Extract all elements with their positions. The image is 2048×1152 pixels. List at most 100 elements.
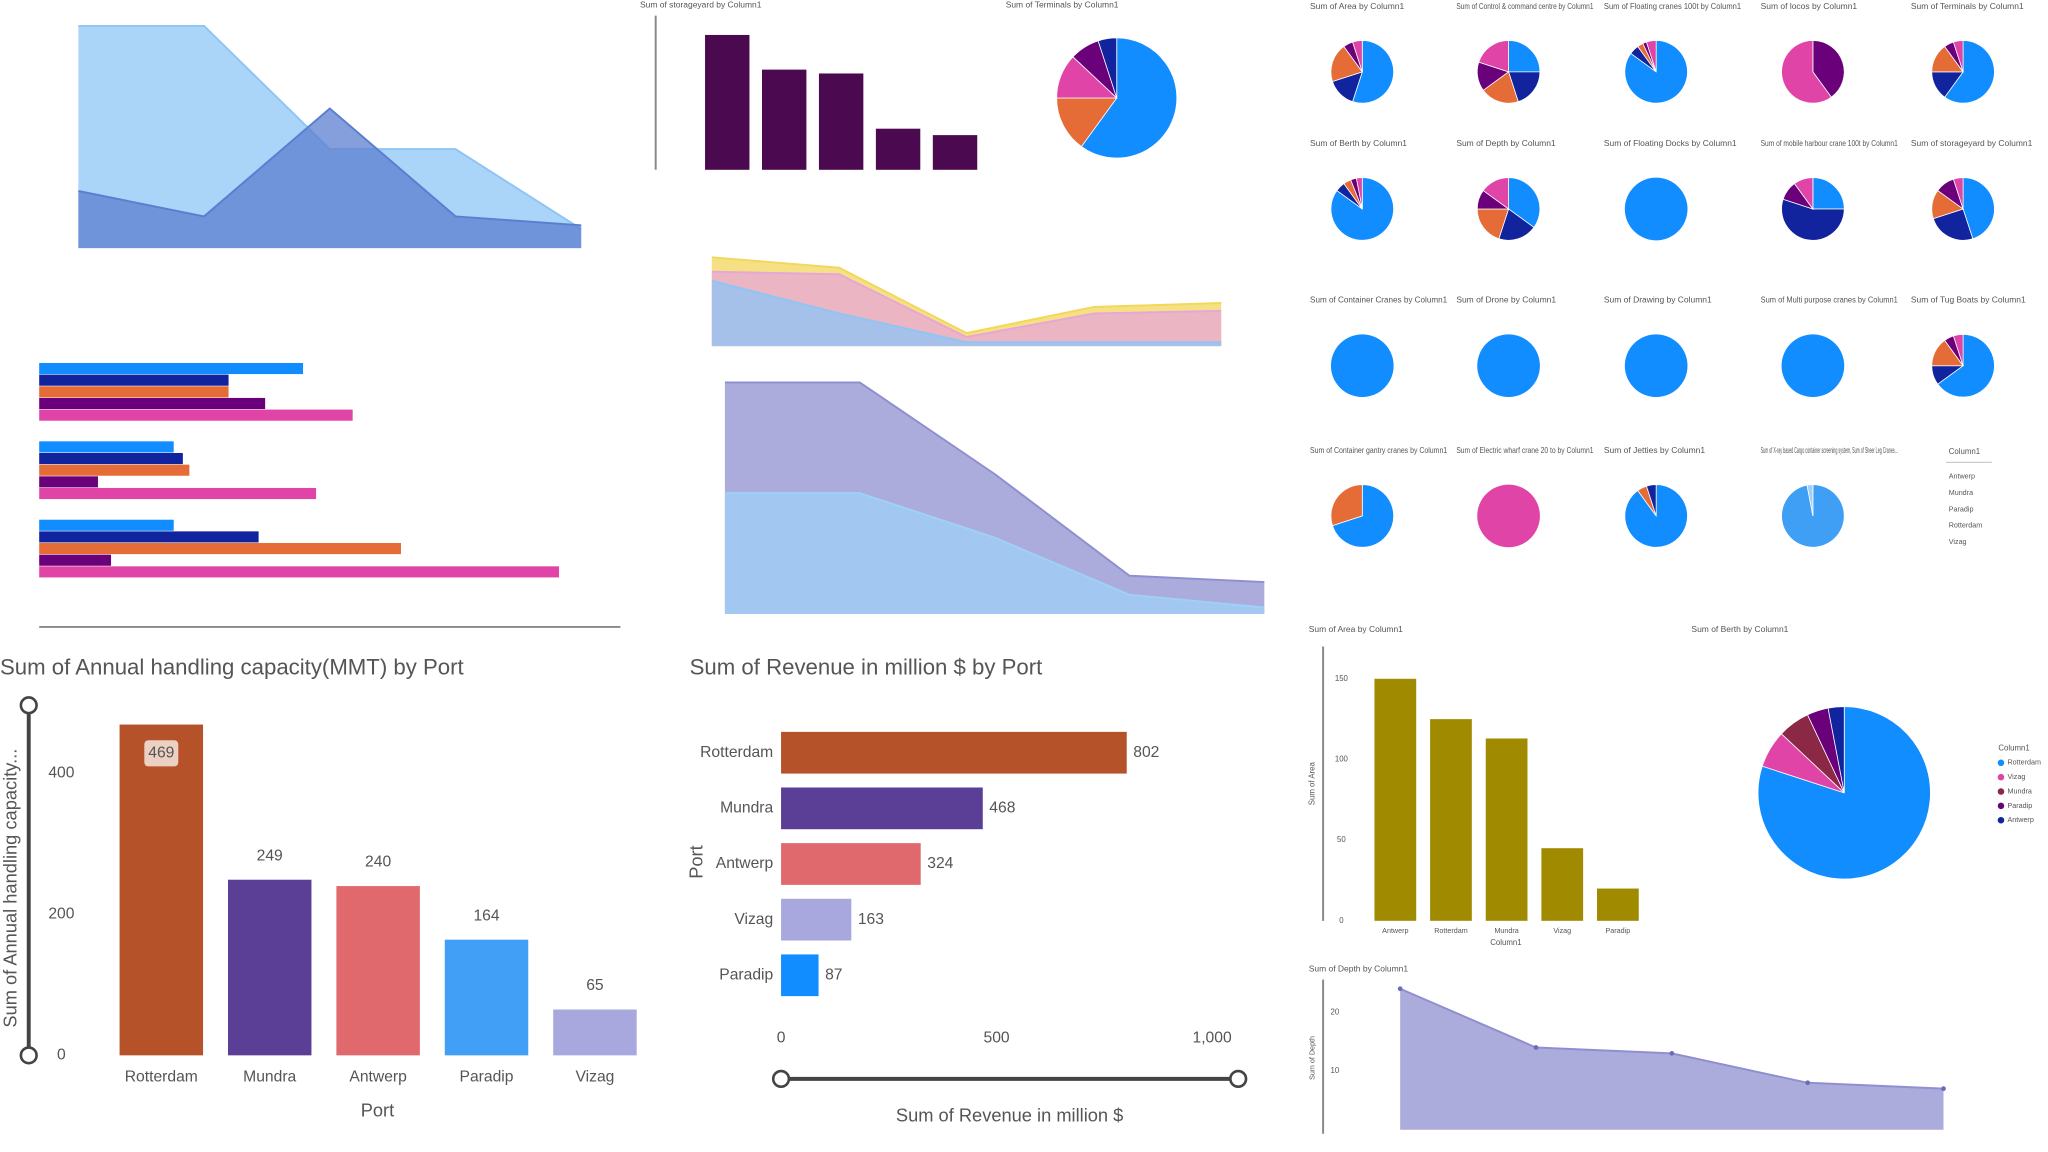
marker (1533, 1045, 1539, 1050)
pie-slice (1097, 37, 1118, 99)
y-tick-label: 400 (48, 764, 74, 781)
x-tick-label: 0 (777, 1030, 786, 1047)
bar (1430, 719, 1472, 921)
bar (553, 1009, 637, 1056)
y-tick-label: Paradip (719, 966, 773, 983)
pie-slice (1781, 334, 1845, 398)
line (78, 107, 582, 227)
slicer-item[interactable]: Vizag (1949, 538, 1967, 546)
pie-slice (1937, 333, 1995, 398)
bar (1374, 678, 1417, 921)
data-label: 240 (365, 854, 391, 871)
chart-title: Sum of mobile harbour crane 100t by Colu… (1761, 138, 1898, 148)
chart-title: Sum of Drone by Column1 (1456, 295, 1556, 305)
pie-slice (1624, 177, 1688, 241)
chart-title: Sum of Control & command centre by Colum… (1456, 1, 1593, 11)
line (724, 381, 1265, 584)
data-label-bg (144, 740, 179, 767)
pie-slice (1781, 198, 1845, 241)
slider-handle (19, 696, 38, 715)
pie-slice (1952, 333, 1964, 366)
chart-title: Sum of Berth by Column1 (1310, 138, 1407, 148)
y-tick-label: Antwerp (716, 855, 774, 872)
pie-slice (1827, 706, 1845, 793)
area (78, 25, 582, 249)
pie-slice (1355, 177, 1363, 210)
bar (1541, 848, 1584, 921)
legend-swatch (1997, 788, 2005, 795)
pie-slice (1952, 177, 1964, 210)
pie-slice (1806, 484, 1814, 516)
y-tick-label: 0 (1339, 916, 1344, 925)
slider-handle (19, 1046, 38, 1065)
chart-title: Sum of storageyard by Column1 (640, 0, 762, 9)
y-axis-label: Sum of Depth (1309, 1036, 1317, 1080)
chart-title: Sum of Multi purpose cranes by Column1 (1761, 295, 1898, 305)
marker (1669, 1051, 1675, 1056)
legend-swatch (1997, 773, 2005, 781)
bar (761, 69, 807, 170)
x-tick-label: Antwerp (349, 1068, 407, 1085)
bar (39, 362, 304, 375)
legend-label: Antwerp (2008, 816, 2034, 824)
pie-slice (1812, 40, 1845, 98)
slicer-item[interactable]: Rotterdam (1949, 522, 1983, 530)
pie-slice (1330, 45, 1363, 83)
data-label: 65 (586, 977, 604, 994)
bar (119, 724, 204, 1056)
chart-title: Sum of Area by Column1 (1309, 624, 1403, 634)
pie-slice (1330, 484, 1363, 527)
data-label: 324 (927, 855, 953, 872)
bar (781, 843, 921, 885)
bar (705, 34, 750, 170)
pie-slice (1781, 40, 1832, 104)
pie-slice (1352, 40, 1363, 72)
pie-slice (1645, 484, 1657, 517)
x-tick-label: Antwerp (1382, 927, 1408, 935)
y-tick-label: 200 (48, 905, 74, 922)
x-tick-label: 1,000 (1192, 1030, 1231, 1047)
chart-title: Sum of Floating cranes 100t by Column1 (1604, 1, 1741, 11)
chart-title: Sum of Annual handling capacity(MMT) by … (0, 655, 464, 680)
area (724, 493, 1265, 614)
y-tick-label: 20 (1330, 1007, 1339, 1016)
bar (39, 531, 259, 543)
pie-slice (1352, 40, 1395, 104)
pie-slice (1330, 334, 1394, 398)
marker (1805, 1080, 1811, 1086)
bar (39, 519, 174, 531)
chart-title: Sum of Depth by Column1 (1309, 963, 1409, 973)
chart-title: Sum of X-ray based Cargo container scree… (1761, 445, 1898, 455)
pie-slice (1331, 484, 1394, 548)
slider-handle (771, 1069, 791, 1088)
bar (39, 374, 229, 386)
slicer-item[interactable]: Paradip (1949, 505, 1974, 513)
bar (39, 386, 229, 398)
pie-slice (1482, 177, 1509, 210)
y-tick-label: 150 (1335, 674, 1349, 683)
pie-slice (1962, 177, 1995, 240)
pie-slice (1056, 97, 1118, 148)
chart-title: Sum of storageyard by Column1 (1911, 138, 2033, 148)
legend-label: Vizag (2008, 773, 2026, 781)
area (78, 108, 582, 249)
y-axis-label: Port (685, 845, 706, 879)
bar (781, 954, 819, 997)
x-tick-label: Paradip (460, 1068, 514, 1085)
y-tick-label: Rotterdam (700, 744, 773, 761)
slicer-item[interactable]: Mundra (1949, 489, 1973, 497)
slicer-item[interactable]: Antwerp (1949, 473, 1975, 481)
data-label: 163 (858, 911, 884, 928)
pie-slice (1645, 40, 1657, 72)
chart-title: Sum of locos by Column1 (1761, 1, 1858, 11)
x-tick-label: Mundra (1494, 927, 1518, 935)
slicer-title: Column1 (1949, 447, 1980, 456)
pie-slice (1477, 484, 1540, 548)
bar (781, 787, 983, 830)
chart-title: Sum of Terminals by Column1 (1911, 1, 2024, 11)
chart-title: Sum of Container gantry cranes by Column… (1310, 445, 1447, 455)
bar (932, 135, 978, 170)
legend-swatch (1997, 816, 2005, 824)
